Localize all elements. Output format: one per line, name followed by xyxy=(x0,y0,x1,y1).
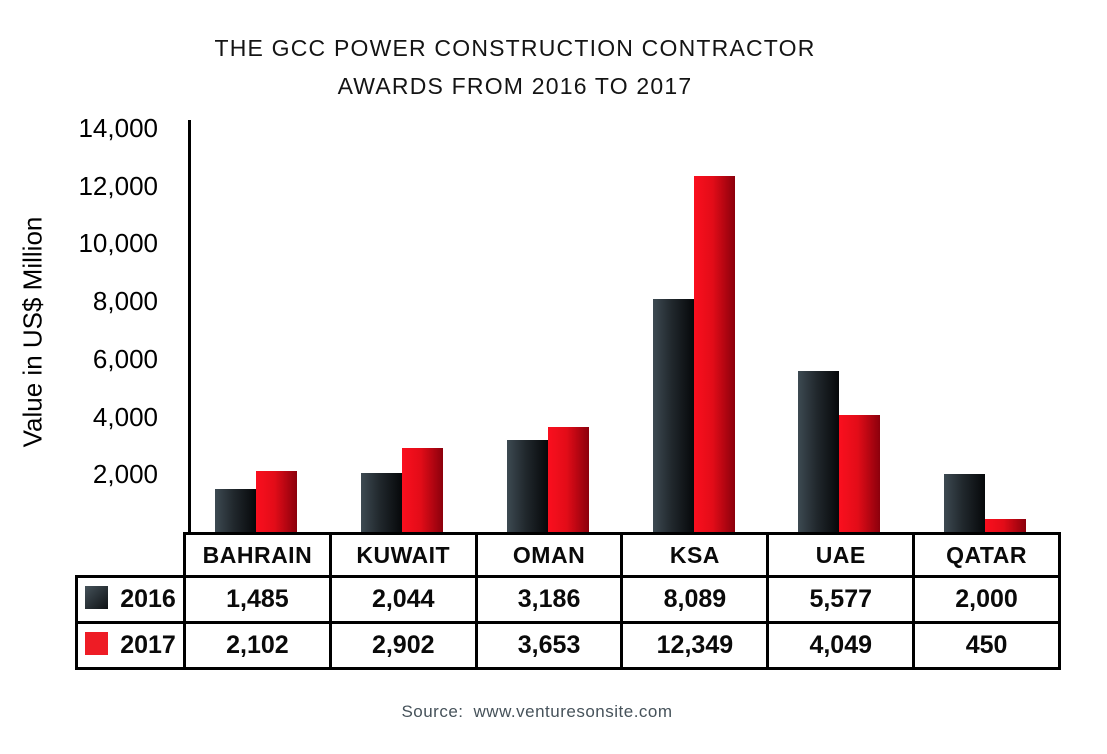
bar-2016-ksa xyxy=(652,298,694,532)
legend-year-label: 2017 xyxy=(120,631,176,659)
value-2017-oman: 3,653 xyxy=(474,621,624,670)
source-line: Source: www.venturesonsite.com xyxy=(0,702,1074,722)
value-2016-uae: 5,577 xyxy=(766,575,916,624)
bar-2016-oman xyxy=(506,440,548,532)
category-header-oman: OMAN xyxy=(474,532,624,578)
value-2017-qatar: 450 xyxy=(912,621,1061,670)
bar-2016-kuwait xyxy=(360,473,402,532)
value-2017-kuwait: 2,902 xyxy=(328,621,478,670)
bar-2017-kuwait xyxy=(401,448,443,532)
bar-2017-bahrain xyxy=(256,471,297,532)
plot-area xyxy=(190,120,1058,532)
category-header-qatar: QATAR xyxy=(912,532,1061,578)
legend-cell-2016: 2016 xyxy=(75,575,186,624)
y-axis-tick-label: 6,000 xyxy=(92,343,158,374)
category-header-kuwait: KUWAIT xyxy=(328,532,478,578)
value-2016-bahrain: 1,485 xyxy=(183,575,332,624)
bar-2016-uae xyxy=(798,371,840,532)
y-axis-tick-label: 2,000 xyxy=(92,459,158,490)
value-2016-qatar: 2,000 xyxy=(912,575,1061,624)
category-header-uae: UAE xyxy=(766,532,916,578)
chart-title: THE GCC POWER CONSTRUCTION CONTRACTOR AW… xyxy=(0,29,1030,105)
category-header-ksa: KSA xyxy=(620,532,770,578)
y-axis-tick-label: 10,000 xyxy=(78,228,158,259)
y-axis-tick-label: 14,000 xyxy=(78,113,158,143)
value-2016-oman: 3,186 xyxy=(474,575,624,624)
chart-title-line2: AWARDS FROM 2016 TO 2017 xyxy=(337,73,693,99)
bar-2016-qatar xyxy=(944,474,986,532)
bar-2017-uae xyxy=(839,415,881,532)
source-url: www.venturesonsite.com xyxy=(473,702,673,721)
value-2016-ksa: 8,089 xyxy=(620,575,770,624)
bar-2017-qatar xyxy=(985,519,1027,532)
bar-2017-ksa xyxy=(693,175,735,532)
y-axis-tick-label: 8,000 xyxy=(92,286,158,317)
y-axis-tick-labels: 2,000 4,000 6,000 8,000 10,000 12,000 14,000 xyxy=(40,113,158,532)
value-2016-kuwait: 2,044 xyxy=(328,575,478,624)
legend-swatch-2016 xyxy=(85,586,109,609)
y-axis-tick-label: 4,000 xyxy=(92,401,158,432)
y-axis-line xyxy=(188,120,191,533)
source-label: Source: xyxy=(401,702,464,721)
value-2017-bahrain: 2,102 xyxy=(183,621,332,670)
chart-title-line1: THE GCC POWER CONSTRUCTION CONTRACTOR xyxy=(214,35,816,61)
data-table: BAHRAIN KUWAIT OMAN KSA UAE QATAR 2016 1,485 2,0… xyxy=(75,532,1061,670)
legend-swatch-2017 xyxy=(85,632,109,655)
value-2017-ksa: 12,349 xyxy=(620,621,770,670)
table-corner-blank xyxy=(77,534,185,577)
category-header-bahrain: BAHRAIN xyxy=(183,532,332,578)
value-2017-uae: 4,049 xyxy=(766,621,916,670)
table-row-2017: 2017 2,102 2,902 3,653 12,349 4,049 450 xyxy=(75,621,1061,670)
table-row-2016: 2016 1,485 2,044 3,186 8,089 5,577 2,000 xyxy=(75,575,1061,624)
y-axis-tick-label: 12,000 xyxy=(78,170,158,201)
bar-2016-bahrain xyxy=(215,489,256,532)
legend-cell-2017: 2017 xyxy=(75,621,186,670)
legend-year-label: 2016 xyxy=(120,585,176,613)
bar-2017-oman xyxy=(547,426,589,532)
